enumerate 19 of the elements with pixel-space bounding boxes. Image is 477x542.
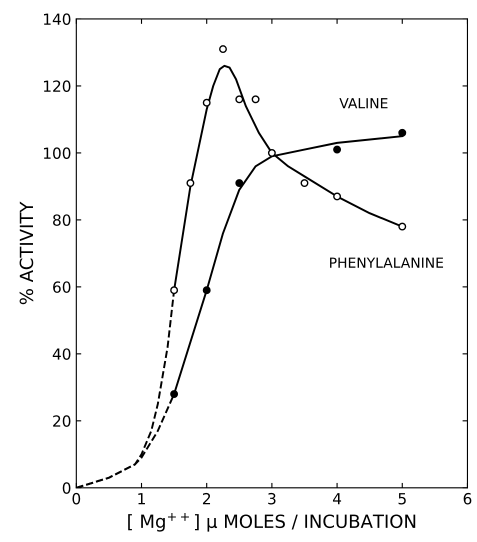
x-tick-label: 1	[138, 493, 145, 504]
x-tick-label: 0	[72, 492, 80, 504]
y-tick-label: 20	[53, 415, 70, 427]
x-tick-label: 6	[464, 492, 472, 504]
x-tick-label: 5	[398, 493, 406, 504]
x-tick-label: 3	[268, 492, 276, 504]
y-tick-label: 100	[44, 147, 70, 159]
x-tick-label: 4	[332, 493, 342, 504]
y-tick-label: 0	[62, 482, 70, 494]
y-tick-label: 60	[53, 281, 70, 293]
y-tick-label: 80	[53, 214, 70, 226]
y-axis-title: % ACTIVITY	[20, 202, 34, 304]
text: PHENYLALANINE	[330, 258, 444, 268]
y-tick-label: 40	[52, 348, 70, 360]
text: VALINE	[339, 98, 388, 108]
y-tick-label: 120	[44, 80, 70, 92]
x-axis-title: [ Mg$^{++}$] μ MOLES / INCUBATION	[128, 513, 416, 532]
y-tick-label: 140	[44, 13, 70, 25]
x-tick-label: 2	[202, 492, 210, 504]
